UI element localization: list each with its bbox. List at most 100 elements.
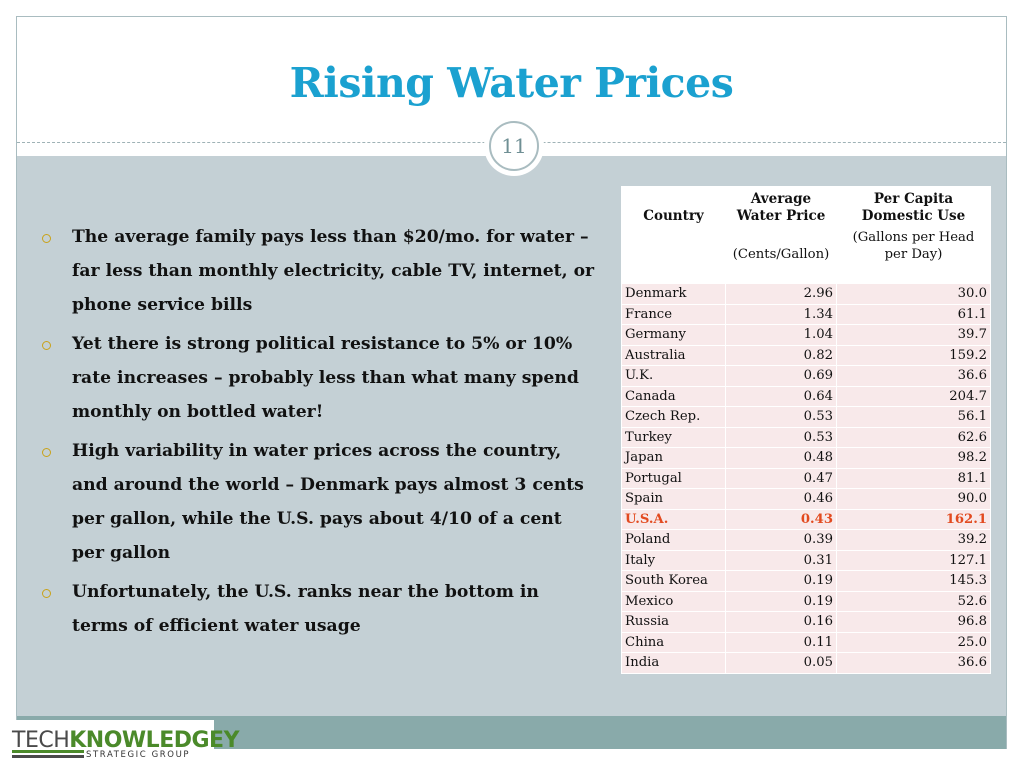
bullet-text: Yet there is strong political resistance… [72, 334, 579, 422]
table-row: India 0.05 36.6 [621, 652, 991, 674]
bullet-text: High variability in water prices across … [72, 441, 584, 563]
cell-country: Italy [621, 549, 726, 571]
cell-country: Denmark [621, 283, 726, 305]
cell-price: 2.96 [725, 283, 837, 305]
cell-country: Portugal [621, 467, 726, 489]
cell-price: 0.16 [725, 611, 837, 633]
cell-country: U.S.A. [621, 508, 726, 530]
logo-part-tech: TECH [12, 728, 70, 753]
cell-price: 0.53 [725, 426, 837, 448]
cell-use: 52.6 [836, 590, 991, 612]
table-row: Poland 0.39 39.2 [621, 529, 991, 551]
bullet-text: Unfortunately, the U.S. ranks near the b… [72, 582, 539, 636]
column-header-country: Country [621, 186, 726, 228]
cell-country: Turkey [621, 426, 726, 448]
cell-use: 36.6 [836, 365, 991, 387]
column-header-use: Per Capita Domestic Use [836, 186, 991, 228]
table-row: Italy 0.31 127.1 [621, 549, 991, 571]
table-row: Canada 0.64 204.7 [621, 385, 991, 407]
cell-price: 0.19 [725, 590, 837, 612]
table-row: South Korea 0.19 145.3 [621, 570, 991, 592]
cell-country: Australia [621, 344, 726, 366]
table-row: Portugal 0.47 81.1 [621, 467, 991, 489]
table-body: Denmark 2.96 30.0 France 1.34 61.1 Germany 1.04… [621, 283, 991, 674]
bullet-item: Unfortunately, the U.S. ranks near the b… [38, 575, 598, 643]
cell-use: 62.6 [836, 426, 991, 448]
cell-use: 145.3 [836, 570, 991, 592]
water-price-table: Country Average Water Price Per Capita D… [621, 186, 991, 674]
cell-country: Japan [621, 447, 726, 469]
logo-part-knowledgey: KNOWLEDGEY [69, 728, 240, 753]
bullet-item: High variability in water prices across … [38, 434, 598, 570]
cell-use: 127.1 [836, 549, 991, 571]
bullet-marker-icon [42, 589, 51, 598]
table-row: U.S.A. 0.43 162.1 [621, 508, 991, 530]
slide-number-badge: 11 [484, 116, 544, 176]
unit-use: (Gallons per Head per Day) [836, 227, 991, 265]
bullet-item: Yet there is strong political resistance… [38, 327, 598, 429]
cell-price: 0.05 [725, 652, 837, 674]
cell-price: 0.53 [725, 406, 837, 428]
cell-price: 0.69 [725, 365, 837, 387]
cell-price: 0.19 [725, 570, 837, 592]
column-header-price: Average Water Price [725, 186, 837, 228]
logo-subtitle: STRATEGIC GROUP [86, 750, 191, 760]
cell-price: 0.11 [725, 631, 837, 653]
cell-price: 0.82 [725, 344, 837, 366]
cell-price: 0.47 [725, 467, 837, 489]
table-row: Japan 0.48 98.2 [621, 447, 991, 469]
cell-country: Germany [621, 324, 726, 346]
table-row: Mexico 0.19 52.6 [621, 590, 991, 612]
cell-use: 25.0 [836, 631, 991, 653]
table-header-row: Country Average Water Price Per Capita D… [621, 186, 991, 228]
bullet-marker-icon [42, 448, 51, 457]
cell-price: 0.64 [725, 385, 837, 407]
cell-price: 1.34 [725, 303, 837, 325]
cell-use: 61.1 [836, 303, 991, 325]
cell-use: 39.2 [836, 529, 991, 551]
cell-use: 96.8 [836, 611, 991, 633]
table-row: Czech Rep. 0.53 56.1 [621, 406, 991, 428]
cell-country: U.K. [621, 365, 726, 387]
cell-use: 162.1 [836, 508, 991, 530]
slide-title: Rising Water Prices [289, 59, 734, 107]
cell-country: Canada [621, 385, 726, 407]
bullet-text: The average family pays less than $20/mo… [72, 227, 595, 315]
table-row: Australia 0.82 159.2 [621, 344, 991, 366]
cell-country: Poland [621, 529, 726, 551]
logo-stripe-gray [12, 755, 84, 758]
table-spacer-row [621, 264, 991, 284]
cell-country: Spain [621, 488, 726, 510]
unit-country [621, 227, 726, 265]
cell-use: 36.6 [836, 652, 991, 674]
bullet-marker-icon [42, 341, 51, 350]
cell-price: 1.04 [725, 324, 837, 346]
bullet-list: The average family pays less than $20/mo… [38, 220, 598, 648]
cell-country: Russia [621, 611, 726, 633]
cell-use: 39.7 [836, 324, 991, 346]
cell-use: 98.2 [836, 447, 991, 469]
table-row: U.K. 0.69 36.6 [621, 365, 991, 387]
table-row: Denmark 2.96 30.0 [621, 283, 991, 305]
cell-country: India [621, 652, 726, 674]
table-row: Russia 0.16 96.8 [621, 611, 991, 633]
cell-country: Czech Rep. [621, 406, 726, 428]
cell-use: 56.1 [836, 406, 991, 428]
cell-price: 0.43 [725, 508, 837, 530]
cell-use: 204.7 [836, 385, 991, 407]
slide-number: 11 [489, 121, 539, 171]
cell-country: France [621, 303, 726, 325]
cell-use: 159.2 [836, 344, 991, 366]
cell-price: 0.48 [725, 447, 837, 469]
bullet-marker-icon [42, 234, 51, 243]
cell-use: 81.1 [836, 467, 991, 489]
table-units-row: (Cents/Gallon) (Gallons per Head per Day… [621, 227, 991, 265]
cell-price: 0.31 [725, 549, 837, 571]
table-row: France 1.34 61.1 [621, 303, 991, 325]
unit-price: (Cents/Gallon) [725, 227, 837, 265]
cell-use: 90.0 [836, 488, 991, 510]
cell-price: 0.46 [725, 488, 837, 510]
cell-price: 0.39 [725, 529, 837, 551]
cell-country: South Korea [621, 570, 726, 592]
table-row: Turkey 0.53 62.6 [621, 426, 991, 448]
